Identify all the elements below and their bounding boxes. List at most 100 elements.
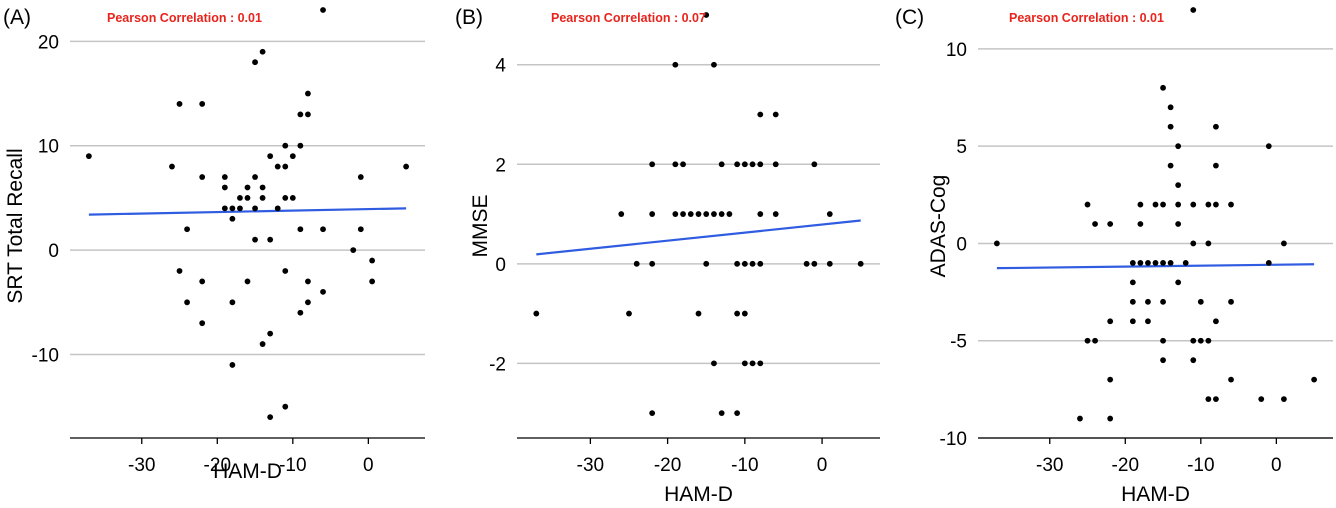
y-tick-label: 2 [495,155,506,176]
data-point [1084,201,1091,208]
data-point [695,211,702,217]
x-tick-label: -20 [654,455,681,476]
data-point [289,195,296,201]
data-point [85,153,92,160]
data-point [1084,337,1091,344]
data-point [1145,298,1151,305]
data-point [267,236,274,243]
data-point [1190,240,1197,247]
data-point [687,211,694,217]
panel-label: (B) [455,6,483,29]
data-point [282,268,289,274]
data-point [289,153,296,160]
data-point [320,288,326,295]
data-point [703,260,710,267]
data-point [757,111,764,118]
data-point [1129,279,1136,286]
data-point [718,410,725,417]
data-point [1175,201,1182,208]
data-point [1213,201,1219,208]
y-tick-label: 0 [48,241,59,262]
data-point [711,360,717,367]
data-point [244,278,251,285]
y-tick-label: 0 [495,255,506,276]
x-tick-label: -20 [204,455,231,476]
data-point [1145,318,1151,325]
data-point [1167,260,1174,266]
data-point [1175,143,1182,150]
data-point [229,205,236,212]
data-point [1107,415,1114,422]
pearson-correlation-annotation: Pearson Correlation : 0.01 [107,11,262,25]
regression-line [996,263,1315,270]
data-point [305,111,311,118]
data-point [1258,396,1265,402]
data-point [1213,318,1219,325]
data-point [274,205,281,212]
data-point [811,260,818,267]
data-point [749,360,756,367]
data-point [726,211,733,217]
panel-c-adas-cog: -10 -5 0 5 10 -30 -20 -10 0 (C) Pearson Correlatio… [895,6,1333,506]
data-point [1107,221,1114,227]
data-point [1205,396,1212,402]
data-point [244,184,251,191]
data-point [1213,162,1219,169]
y-tick-label: 20 [38,32,59,53]
data-point [169,163,175,170]
data-point [357,226,364,233]
data-point [618,211,625,217]
data-point [1160,357,1166,364]
data-point [259,195,266,201]
data-point [718,211,725,217]
pearson-correlation-annotation: Pearson Correlation : 0.07 [551,11,706,25]
data-point [711,61,717,68]
data-point [741,260,748,267]
data-point [649,161,656,168]
data-point [1228,376,1234,383]
data-point [297,111,304,118]
data-point [369,257,376,264]
data-point [1160,260,1166,266]
x-tick-label: 0 [1271,455,1282,476]
data-point [1129,298,1136,305]
data-point [649,211,656,217]
data-point [757,260,764,267]
data-point [176,101,183,107]
data-point [1197,298,1204,305]
data-point [1092,221,1098,227]
data-point [734,410,741,417]
data-point [176,268,183,274]
pearson-correlation-annotation: Pearson Correlation : 0.01 [1009,11,1164,25]
data-point [1281,396,1287,402]
data-point [1129,260,1136,266]
data-point [1281,240,1287,247]
x-tick-label: 0 [817,455,828,476]
x-tick-label: -10 [279,455,306,476]
data-point [741,161,748,168]
data-point [1160,201,1166,208]
data-point [672,61,679,68]
data-point [357,174,364,180]
x-tick-label: -30 [128,455,155,476]
data-point [1228,298,1234,305]
data-point [252,59,258,66]
data-point [282,163,289,170]
data-point [757,161,764,168]
data-point [305,90,311,97]
y-tick-label: -10 [32,345,59,366]
data-point [718,161,725,168]
data-point [252,205,258,212]
data-point [267,414,274,421]
data-point [633,260,640,267]
y-tick-label: -2 [489,354,506,375]
data-point [252,236,258,243]
data-point [680,211,686,217]
data-point [803,260,810,267]
y-tick-label: 10 [946,40,967,61]
data-point [297,309,304,316]
regression-line [88,207,407,216]
data-point [1137,201,1144,208]
